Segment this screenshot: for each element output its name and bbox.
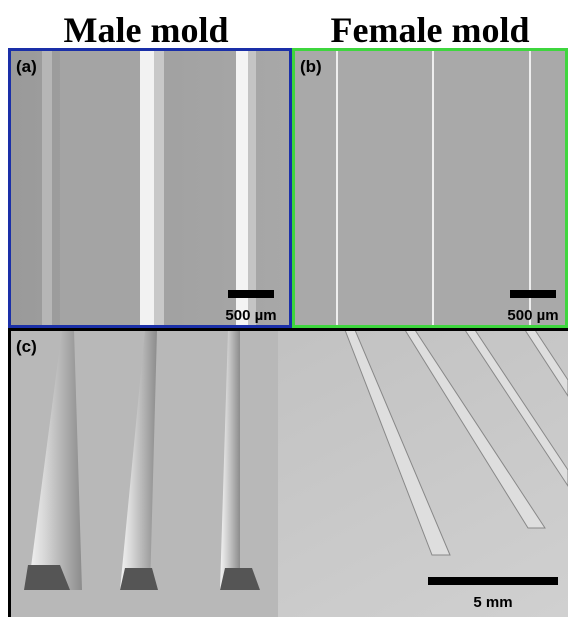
panel-b: (b) 500 µm <box>292 48 568 328</box>
scale-bar-label: 500 µm <box>225 307 276 324</box>
figure: Male mold Female mold (a) 500 µm (b) 500… <box>0 0 568 617</box>
panel-label: (b) <box>300 57 322 76</box>
panel-c: (c) 5 mm <box>8 328 568 617</box>
title-left: Male mold <box>64 10 229 50</box>
scale-bar-label: 5 mm <box>473 594 512 611</box>
title-right: Female mold <box>331 10 530 50</box>
panel-a: (a) 500 µm <box>8 48 292 328</box>
panel-label: (c) <box>16 337 37 356</box>
scale-bar-label: 500 µm <box>507 307 558 324</box>
panel-label: (a) <box>16 57 37 76</box>
